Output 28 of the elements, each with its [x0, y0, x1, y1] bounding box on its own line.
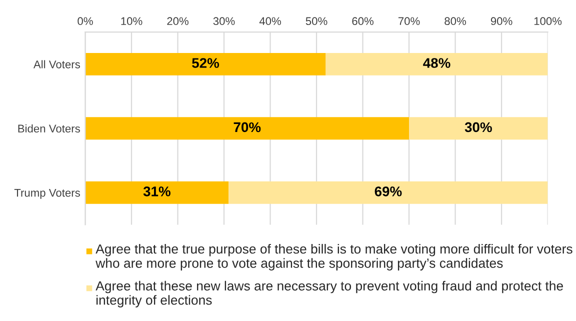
x-tick-label: 50% [306, 17, 328, 26]
x-tick-label: 80% [444, 17, 466, 26]
bar [326, 52, 548, 76]
bar [85, 181, 229, 204]
data-label: 52% [192, 58, 220, 68]
x-tick-label: 100% [534, 17, 562, 26]
bar [409, 117, 548, 140]
x-tick-label: 40% [259, 17, 281, 26]
x-tick-label: 30% [213, 17, 235, 26]
x-tick-label: 20% [167, 17, 188, 26]
bar [228, 181, 548, 204]
x-tick-label: 70% [398, 17, 420, 26]
data-label: 48% [423, 58, 450, 68]
data-label: 69% [374, 186, 402, 196]
data-label: 31% [143, 186, 170, 196]
x-tick-label: 60% [352, 17, 374, 26]
x-tick-label: 0% [78, 17, 93, 26]
legend-label: Agree that the true purpose of these bills is to make voting more difficult for voters who are more prone to vote against the sponsoring party’s candidates [96, 244, 572, 270]
data-label: 70% [234, 122, 261, 132]
bar [85, 117, 410, 140]
data-label: 30% [464, 122, 492, 132]
x-tick-label: 10% [121, 17, 142, 26]
y-tick-label: Trump Voters [14, 188, 80, 199]
bar [85, 52, 326, 76]
legend-label: Agree that these new laws are necessary to prevent voting fraud and protect the integrity of elections [96, 280, 563, 308]
y-tick-label: Biden Voters [18, 124, 80, 133]
y-tick-label: All Voters [33, 60, 80, 68]
x-tick-label: 90% [490, 17, 512, 26]
